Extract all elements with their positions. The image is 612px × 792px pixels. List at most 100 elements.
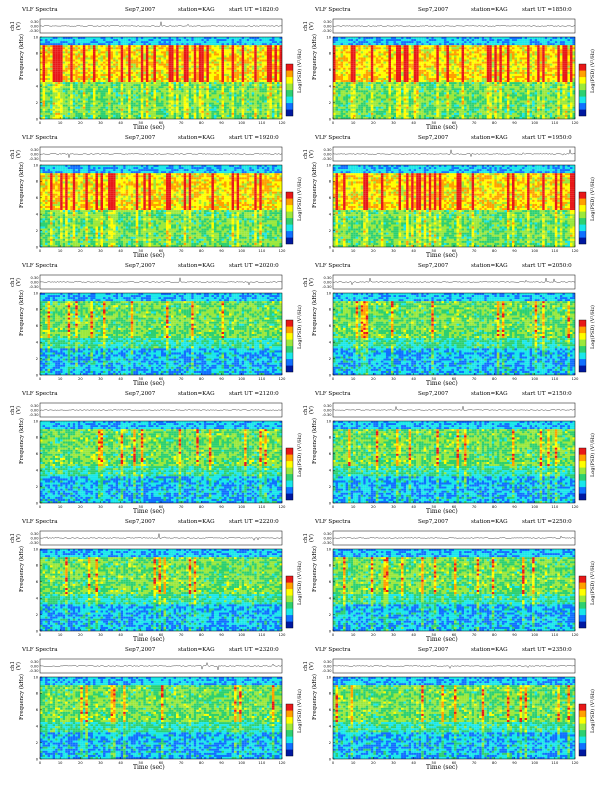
spectrogram-cell — [196, 82, 199, 85]
spectrogram-cell — [176, 45, 179, 48]
spectrogram-cell — [211, 100, 214, 103]
spectrogram-cell — [350, 114, 354, 117]
spectrogram-cell — [65, 75, 68, 79]
spectrogram-cell — [218, 37, 222, 40]
spectrogram-cell — [378, 84, 381, 87]
spectrogram-cell — [115, 61, 119, 64]
spectrogram-cell — [221, 84, 225, 87]
spectrogram-cell — [368, 75, 371, 79]
spectrogram-cell — [92, 106, 96, 109]
spectrogram-cell — [50, 55, 53, 58]
spectrogram-cell — [125, 102, 129, 105]
spectrogram-cell — [246, 116, 250, 120]
spectrogram-cell — [196, 98, 199, 101]
spectrogram-cell — [100, 75, 104, 79]
spectrogram-cell — [236, 92, 240, 95]
spectrogram-cell — [234, 59, 237, 62]
spectrogram-cell — [358, 106, 361, 109]
spectrogram-cell — [396, 92, 399, 95]
spectrogram-cell — [350, 61, 354, 64]
spectrogram-cell — [128, 51, 131, 54]
spectrogram-cell — [183, 90, 187, 93]
spectrogram-cell — [246, 110, 250, 113]
spectrogram-cell — [87, 116, 91, 120]
spectrogram-cell — [348, 106, 351, 109]
spectrogram-cell — [45, 100, 48, 103]
spectrogram-cell — [224, 78, 227, 81]
spectrogram-cell — [345, 43, 349, 46]
spectrogram-cell — [128, 45, 131, 48]
spectrogram-cell — [40, 80, 43, 83]
spectrogram-cell — [72, 37, 76, 40]
spectrogram-cell — [254, 84, 257, 87]
spectrogram-cell — [208, 100, 212, 103]
spectrogram-cell — [266, 116, 270, 120]
spectrogram-cell — [85, 71, 88, 74]
spectrogram-cell — [380, 59, 384, 62]
spectrogram-cell — [123, 53, 126, 56]
spectrogram-cell — [140, 110, 144, 113]
spectrogram-cell — [62, 51, 66, 54]
spectrogram-cell — [198, 90, 202, 93]
spectrogram-cell — [150, 49, 154, 52]
spectrogram-cell — [52, 90, 56, 93]
spectrogram-cell — [383, 61, 386, 64]
spectrogram-cell — [196, 100, 199, 103]
spectrogram-cell — [338, 82, 341, 85]
spectrogram-cell — [60, 88, 63, 91]
spectrogram-cell — [221, 49, 225, 52]
spectrogram-cell — [229, 55, 232, 58]
spectrogram-cell — [191, 80, 194, 83]
spectrogram-cell — [279, 57, 283, 60]
spectrogram-cell — [259, 92, 262, 95]
spectrogram-cell — [355, 92, 359, 95]
spectrogram-cell — [135, 49, 139, 52]
spectrogram-cell — [256, 116, 260, 120]
spectrogram-cell — [246, 86, 250, 89]
spectrogram-cell — [246, 37, 250, 40]
spectrogram-cell — [251, 61, 255, 64]
spectrogram-cell — [276, 63, 280, 66]
spectrogram-cell — [65, 65, 68, 68]
spectrogram-cell — [218, 51, 222, 54]
spectrogram-cell — [82, 94, 86, 97]
spectrogram-cell — [375, 100, 379, 103]
spectrogram-cell — [261, 88, 265, 91]
spectrogram-cell — [90, 75, 93, 79]
spectrogram-cell — [103, 104, 106, 107]
spectrogram-cell — [183, 108, 187, 111]
spectrogram-cell — [251, 80, 255, 83]
spectrogram-cell — [206, 80, 209, 83]
spectrogram-cell — [383, 114, 386, 117]
spectrogram-cell — [358, 98, 361, 101]
spectrogram-cell — [348, 47, 351, 50]
spectrogram-cell — [276, 86, 280, 89]
spectrogram-cell — [229, 43, 232, 46]
spectrogram-cell — [269, 41, 272, 44]
spectrogram-cell — [75, 102, 78, 105]
spectrogram-cell — [97, 71, 101, 74]
spectrogram-cell — [176, 96, 179, 99]
spectrogram-cell — [82, 71, 86, 74]
spectrogram-cell — [259, 43, 262, 46]
spectrogram-cell — [123, 63, 126, 66]
spectrogram-cell — [234, 104, 237, 107]
spectrogram-cell — [55, 37, 58, 40]
spectrogram-cell — [249, 65, 252, 68]
spectrogram-cell — [153, 90, 157, 93]
spectrogram-cell — [340, 37, 344, 40]
spectrogram-cell — [140, 65, 144, 68]
spectrogram-cell — [168, 84, 172, 87]
spectrogram-cell — [52, 102, 56, 105]
spectrogram-cell — [279, 88, 283, 91]
spectrogram-cell — [198, 59, 202, 62]
spectrogram-cell — [390, 106, 394, 109]
spectrogram-cell — [181, 102, 184, 105]
spectrogram-cell — [77, 80, 81, 83]
x-tick-label: 100 — [238, 121, 246, 125]
spectrogram-cell — [345, 82, 349, 85]
spectrogram-cell — [360, 43, 364, 46]
spectrogram-cell — [181, 80, 184, 83]
spectrogram-cell — [95, 69, 99, 72]
spectrogram-cell — [57, 49, 61, 52]
